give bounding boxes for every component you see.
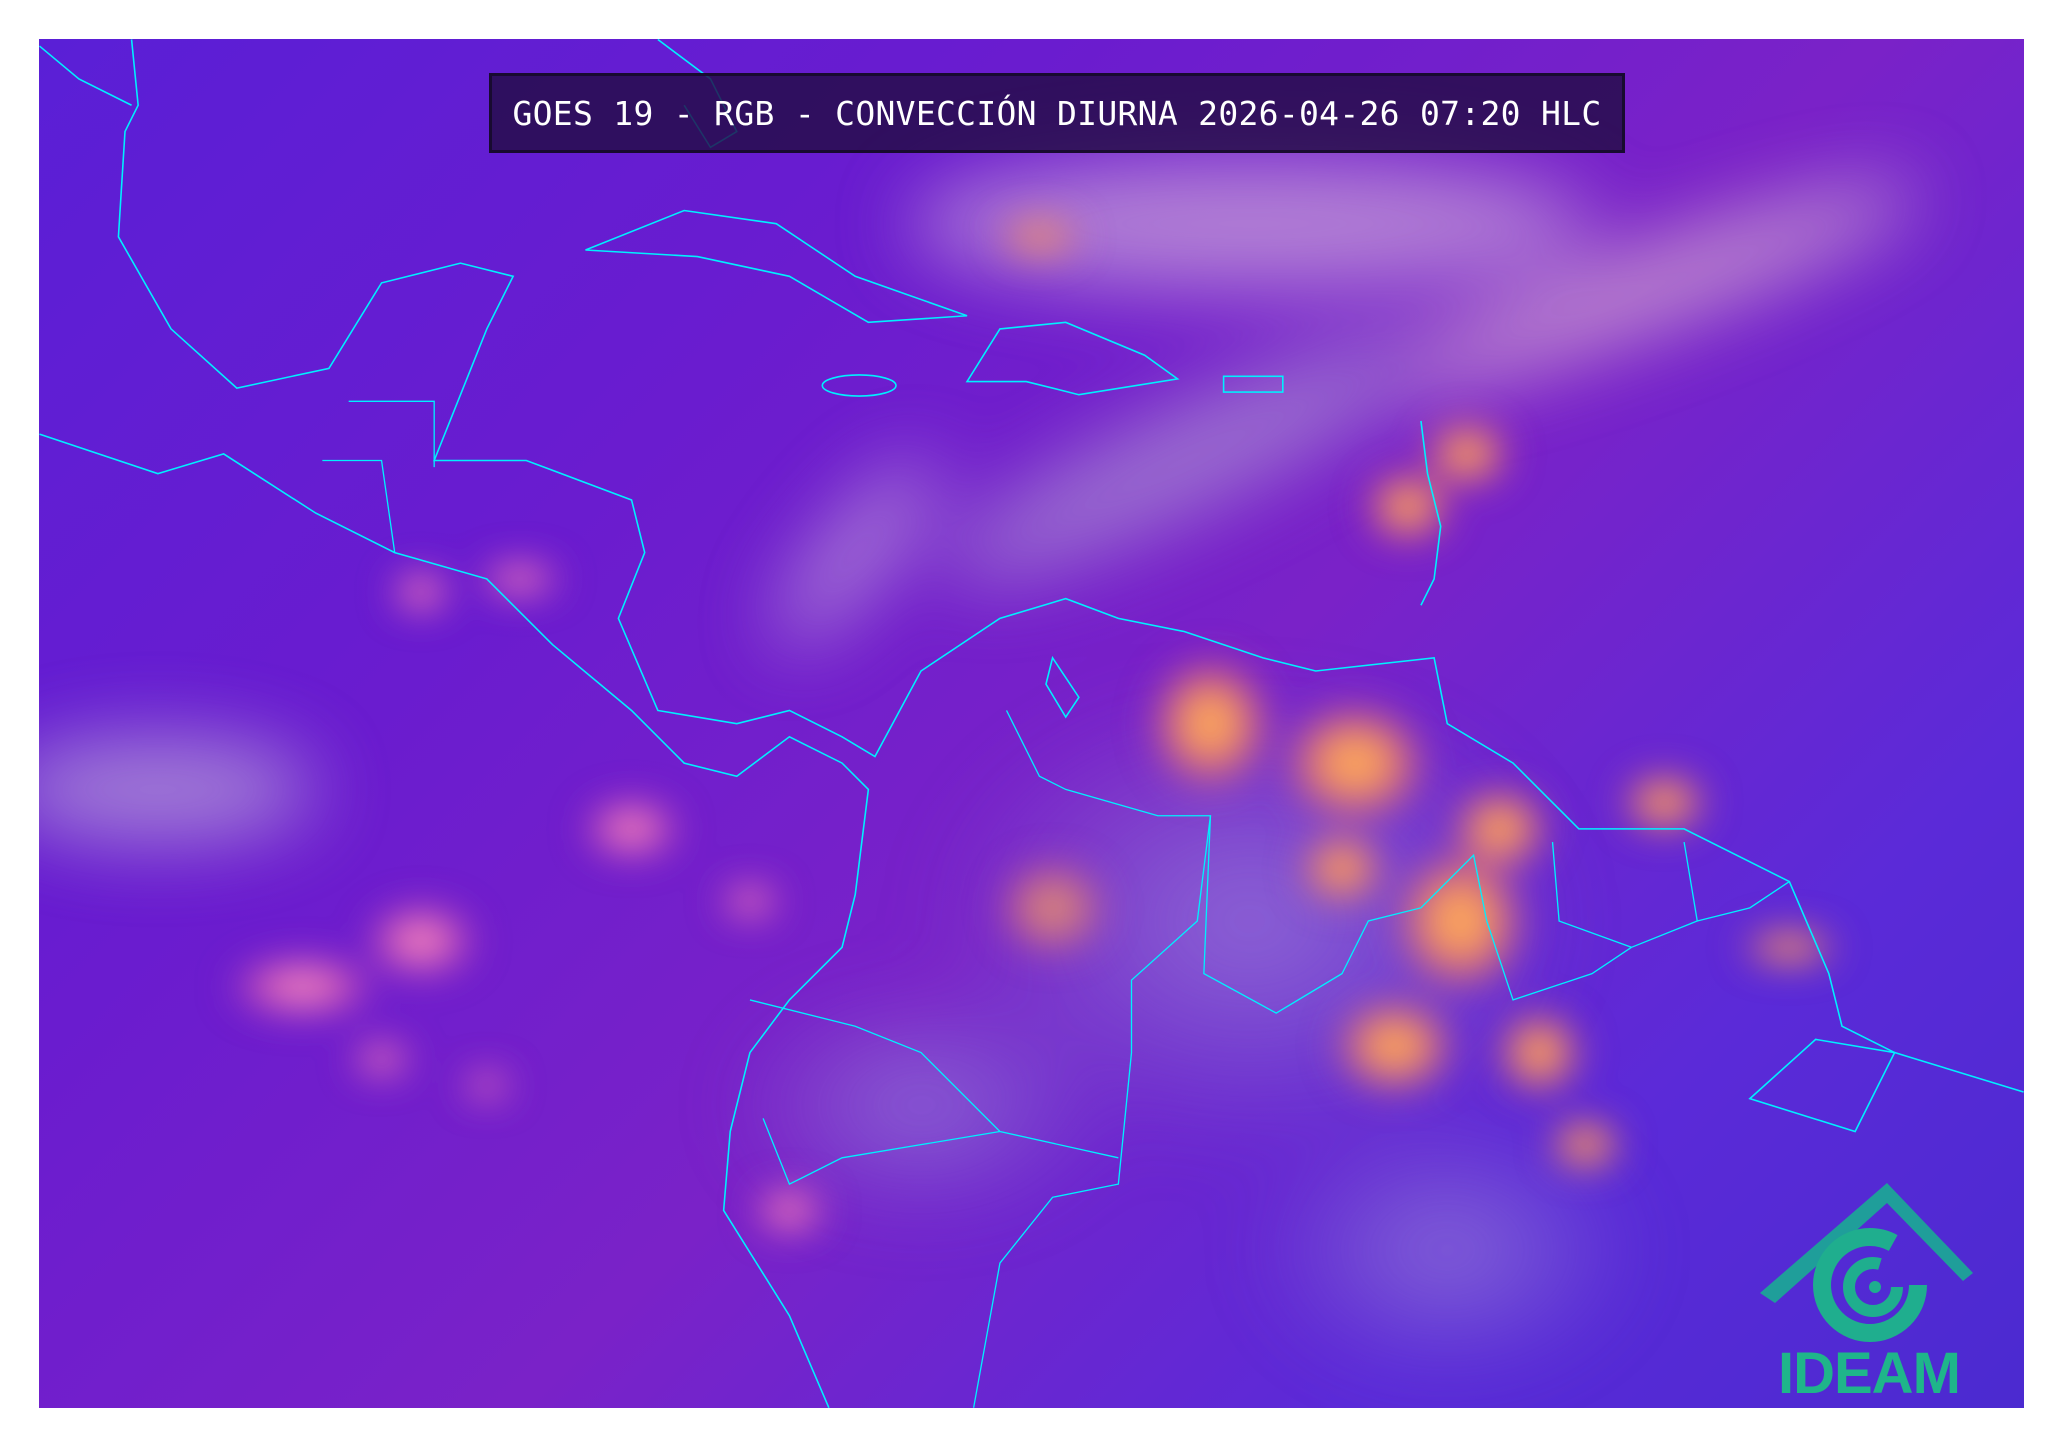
country-borders xyxy=(322,400,1790,1408)
cloud-haze xyxy=(39,157,1917,1382)
satellite-image: GOES 19 - RGB - CONVECCIÓN DIURNA 2026-0… xyxy=(39,39,2024,1408)
ideam-logo-text: IDEAM xyxy=(1778,1341,1961,1406)
title-banner: GOES 19 - RGB - CONVECCIÓN DIURNA 2026-0… xyxy=(489,73,1625,153)
title-text: GOES 19 - RGB - CONVECCIÓN DIURNA 2026-0… xyxy=(512,93,1602,133)
satellite-map-layer xyxy=(39,39,2024,1408)
ideam-logo-icon xyxy=(1760,1183,1973,1342)
convective-clouds xyxy=(993,213,1842,1174)
